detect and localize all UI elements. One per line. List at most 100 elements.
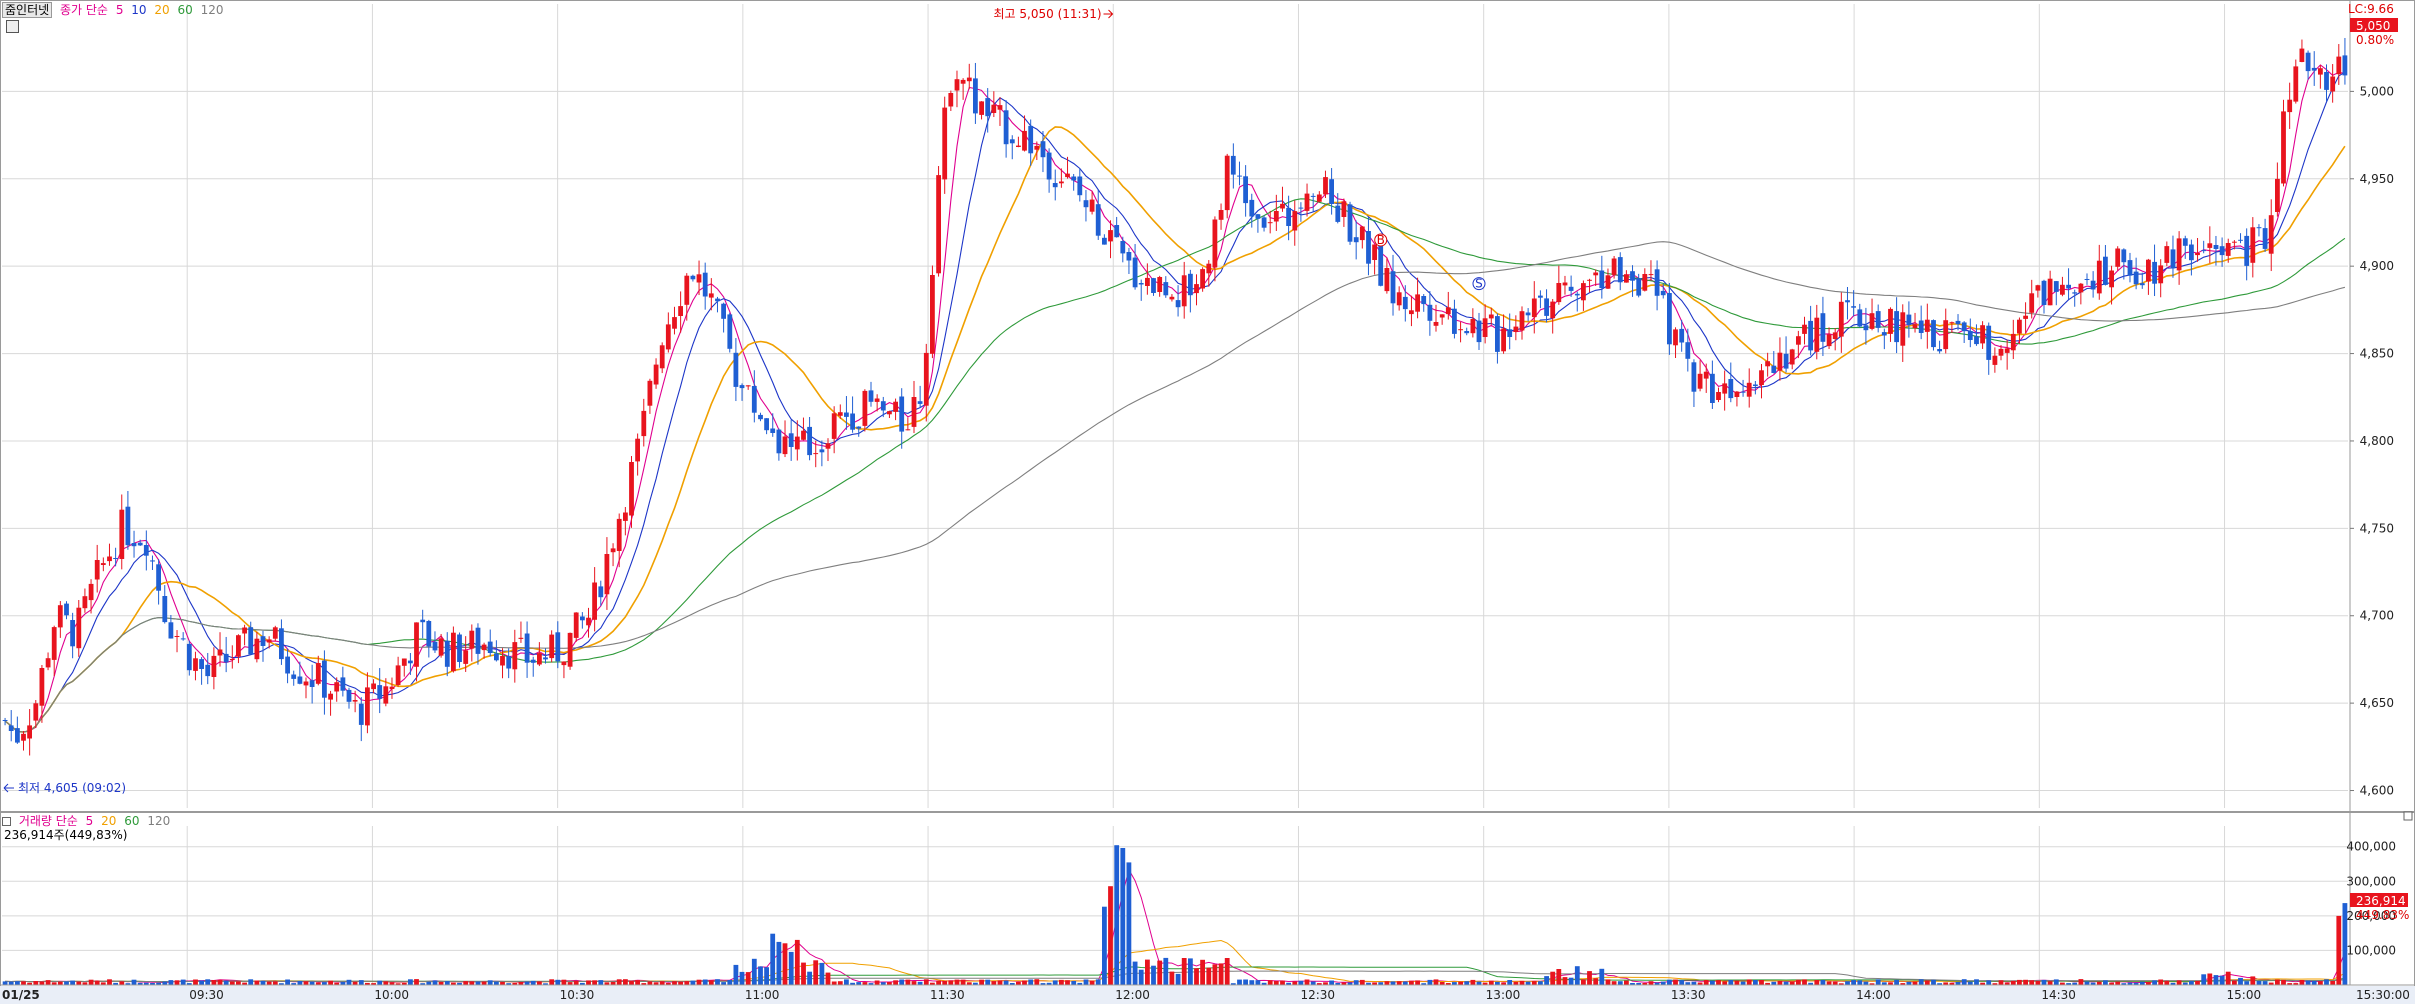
volume-toggle-icon[interactable] (2, 817, 11, 826)
candle (1808, 320, 1813, 351)
volume-bar (334, 982, 340, 985)
volume-bar (1280, 980, 1285, 985)
candle (371, 683, 376, 690)
candle (88, 583, 94, 601)
candle (1746, 382, 1752, 397)
volume-bar (1188, 958, 1193, 985)
volume-bar (1046, 982, 1052, 985)
volume-bar (475, 981, 481, 985)
volume-bar (242, 982, 247, 985)
volume-bar (1832, 981, 1838, 985)
volume-bar (893, 980, 898, 985)
candle (1335, 205, 1341, 222)
volume-bar (2176, 980, 2182, 985)
candle (1574, 293, 1580, 296)
volume-bar (2330, 981, 2336, 985)
candle (358, 703, 364, 725)
volume-bar (1243, 979, 1248, 985)
volume-bar (1310, 981, 1316, 985)
volume-bar (254, 980, 260, 985)
candle (1802, 324, 1807, 334)
volume-bar (1924, 980, 1930, 985)
volume-bar (2324, 979, 2329, 985)
volume-bar (1796, 979, 1801, 985)
volume-bar (530, 980, 536, 985)
candle (598, 586, 604, 598)
volume-bar (322, 982, 327, 985)
candle (1771, 365, 1777, 373)
volume-bar (1974, 979, 1979, 985)
volume-bar (457, 982, 462, 985)
volume-bar (1267, 980, 1273, 985)
candle (1224, 155, 1230, 211)
candle (2232, 241, 2237, 243)
candle (2262, 228, 2268, 249)
volume-bar (1808, 982, 1813, 985)
volume-bar (1581, 979, 1586, 985)
candle (807, 426, 812, 456)
volume-bar (1980, 982, 1985, 985)
volume-bar (223, 980, 229, 985)
volume-bar (837, 981, 843, 985)
candle (1525, 312, 1531, 316)
time-tick-label: 01/25 (2, 988, 40, 1002)
volume-bar (1568, 977, 1574, 985)
candle (438, 638, 444, 656)
volume-bar (1065, 980, 1070, 985)
candle (1175, 300, 1181, 308)
candle (1814, 317, 1820, 352)
volume-bar (1366, 982, 1371, 985)
price-tick-label: 4,650 (2360, 696, 2394, 710)
candle (2213, 245, 2219, 249)
volume-bar (973, 982, 978, 985)
candle (1427, 304, 1433, 321)
volume-bar (8, 981, 14, 985)
volume-bar (217, 979, 223, 985)
candle (1237, 175, 1242, 177)
volume-bar (51, 982, 57, 985)
volume-bar (2225, 971, 2231, 985)
candle (905, 429, 911, 431)
volume-bar (2250, 976, 2256, 985)
volume-bar (2318, 981, 2323, 985)
volume-bar (1820, 980, 1826, 985)
candle (1593, 272, 1599, 276)
candle (469, 630, 475, 649)
instrument-tag[interactable]: 줌인터넷 (2, 2, 53, 18)
grid-toggle-icon[interactable] (6, 20, 19, 33)
volume-bar (1937, 983, 1942, 985)
volume-bar (659, 981, 665, 985)
candle (1464, 331, 1470, 334)
candle (2281, 111, 2286, 184)
volume-bar (2305, 980, 2311, 985)
candle (401, 658, 407, 666)
candle (911, 397, 917, 427)
candle (2330, 76, 2336, 92)
volume-bar (70, 980, 75, 985)
grid-lines (2, 4, 2348, 985)
volume-bar (174, 980, 180, 985)
candle (1660, 290, 1666, 296)
candle (1206, 263, 1212, 274)
candle (1531, 298, 1537, 318)
last-price-badge (2350, 18, 2398, 32)
candle (788, 433, 794, 447)
volume-bar (1059, 979, 1064, 985)
volume-bar (156, 982, 161, 985)
volume-bar (1003, 980, 1009, 985)
candle (1372, 244, 1377, 260)
candle (1347, 204, 1353, 242)
candle (684, 275, 690, 305)
volume-bar (831, 981, 837, 985)
volume-bar (985, 979, 991, 985)
candle (1028, 125, 1034, 154)
candle (475, 627, 481, 654)
volume-bar (825, 972, 831, 985)
volume-bar (1679, 980, 1685, 985)
last-price-label: 5,050 (2356, 19, 2390, 33)
candle (2342, 55, 2348, 76)
volume-bar (1034, 979, 1040, 985)
candle (1863, 325, 1869, 331)
candle (1323, 177, 1328, 195)
candle (285, 656, 290, 674)
